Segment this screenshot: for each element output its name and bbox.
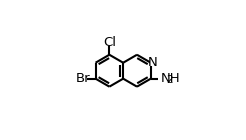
- Text: 2: 2: [167, 75, 173, 85]
- FancyBboxPatch shape: [79, 75, 87, 82]
- FancyBboxPatch shape: [157, 75, 167, 82]
- Text: Cl: Cl: [103, 36, 116, 49]
- Text: NH: NH: [160, 72, 180, 85]
- Text: Br: Br: [76, 72, 91, 85]
- FancyBboxPatch shape: [105, 39, 113, 46]
- Text: N: N: [148, 56, 158, 69]
- FancyBboxPatch shape: [150, 60, 156, 66]
